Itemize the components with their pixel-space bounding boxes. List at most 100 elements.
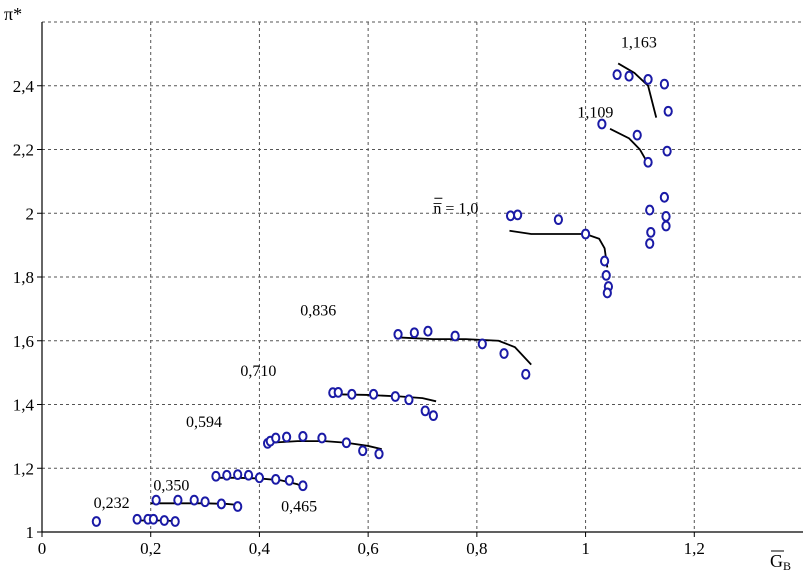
y-tick-label-0: 1 bbox=[26, 523, 35, 542]
data-point-8-6 bbox=[659, 191, 669, 203]
data-point-7-1 bbox=[513, 209, 523, 221]
data-point-6-3 bbox=[450, 330, 460, 342]
data-point-4-4 bbox=[298, 430, 308, 442]
data-point-5-5 bbox=[404, 394, 414, 406]
data-point-2-5 bbox=[233, 501, 243, 512]
data-point-2-0 bbox=[151, 494, 161, 506]
data-point-1-3 bbox=[159, 515, 169, 526]
x-tick-label-0: 0 bbox=[38, 539, 47, 558]
curve-label-6: n̅ = 1,0 bbox=[432, 200, 478, 217]
series-line-8 bbox=[609, 127, 647, 160]
data-point-5-7 bbox=[428, 410, 438, 422]
x-tick-label-4: 0,8 bbox=[466, 539, 487, 558]
data-point-4-2 bbox=[271, 432, 281, 444]
y-axis-title: π* bbox=[4, 4, 22, 24]
data-point-6-0 bbox=[393, 328, 403, 340]
x-axis-title: GB bbox=[770, 550, 791, 573]
series-line-1 bbox=[134, 519, 173, 523]
data-point-8-9 bbox=[662, 145, 672, 157]
curve-label-5: 0,836 bbox=[300, 302, 336, 319]
data-point-6-2 bbox=[423, 325, 433, 337]
y-tick-label-3: 1,6 bbox=[13, 332, 34, 351]
curve-label-4: 0,710 bbox=[240, 363, 276, 380]
data-point-4-7 bbox=[358, 445, 368, 457]
data-point-4-3 bbox=[282, 431, 292, 443]
data-point-7-2 bbox=[553, 214, 563, 226]
data-point-5-4 bbox=[390, 391, 400, 402]
x-tick-label-6: 1,2 bbox=[684, 539, 705, 558]
x-axis-title-letter: G bbox=[770, 551, 783, 571]
data-points bbox=[91, 69, 673, 527]
data-point-4-5 bbox=[317, 432, 327, 444]
curve-labels: 0,232 0,350 0,465 0,594 0,710 0,836 n̅ = 1,0 1,… bbox=[94, 35, 657, 516]
data-point-7-4 bbox=[599, 255, 610, 267]
x-tick-label-2: 0,4 bbox=[249, 539, 271, 558]
data-point-8-5 bbox=[645, 238, 655, 249]
data-point-5-6 bbox=[420, 405, 430, 417]
series-lines bbox=[134, 62, 658, 523]
series-line-9 bbox=[617, 62, 658, 118]
y-tick-label-2: 1,4 bbox=[13, 396, 35, 415]
data-point-6-6 bbox=[521, 368, 531, 380]
series-line-6 bbox=[400, 336, 532, 366]
x-tick-label-5: 1 bbox=[581, 539, 590, 558]
data-point-1-2 bbox=[148, 513, 159, 525]
y-tick-label-7: 2,4 bbox=[13, 77, 35, 96]
data-point-3-3 bbox=[243, 469, 254, 481]
x-tick-label-1: 0,2 bbox=[140, 539, 161, 558]
data-point-8-4 bbox=[646, 226, 656, 238]
data-point-8-1 bbox=[632, 129, 642, 141]
data-point-7-0 bbox=[505, 210, 516, 222]
gridlines bbox=[42, 21, 803, 532]
data-point-1-0 bbox=[132, 513, 142, 525]
data-point-3-7 bbox=[298, 480, 308, 492]
data-point-3-6 bbox=[284, 474, 294, 486]
data-point-9-2 bbox=[643, 73, 653, 85]
data-point-4-8 bbox=[374, 448, 384, 460]
data-point-9-4 bbox=[663, 105, 673, 117]
data-point-6-1 bbox=[409, 327, 419, 339]
data-point-7-3 bbox=[580, 228, 591, 240]
y-tick-label-6: 2,2 bbox=[13, 141, 34, 160]
data-point-8-3 bbox=[645, 204, 655, 216]
data-point-8-8 bbox=[661, 220, 671, 232]
curve-label-3: 0,594 bbox=[186, 414, 222, 431]
curve-label-7: 1,109 bbox=[577, 105, 613, 122]
y-tick-label-1: 1,2 bbox=[13, 459, 34, 478]
data-point-3-0 bbox=[211, 470, 221, 482]
x-axis-title-text: GB bbox=[770, 551, 791, 573]
data-point-8-7 bbox=[661, 211, 671, 222]
data-point-5-3 bbox=[368, 388, 379, 400]
y-tick-label-5: 2 bbox=[26, 204, 35, 223]
curve-label-1: 0,350 bbox=[153, 478, 189, 495]
curve-label-2: 0,465 bbox=[281, 498, 317, 515]
tick-labels: 0 0,2 0,4 0,6 0,8 1 1,2 1 1,2 1,4 1,6 1,8 2 2,2 2,4 bbox=[13, 77, 705, 558]
data-point-0-0 bbox=[91, 516, 101, 527]
axes bbox=[37, 22, 803, 537]
data-point-3-2 bbox=[233, 469, 243, 481]
data-point-8-0 bbox=[597, 118, 607, 130]
data-point-2-3 bbox=[200, 496, 210, 508]
data-point-6-4 bbox=[477, 338, 487, 350]
curve-label-8: 1,163 bbox=[621, 35, 657, 52]
data-point-5-1 bbox=[333, 386, 343, 398]
data-point-8-2 bbox=[643, 156, 653, 168]
curve-label-0: 0,232 bbox=[94, 495, 130, 512]
series-line-7 bbox=[509, 229, 609, 268]
x-tick-label-3: 0,6 bbox=[358, 539, 379, 558]
data-point-2-1 bbox=[173, 494, 183, 506]
data-point-2-2 bbox=[189, 494, 199, 506]
data-point-7-5 bbox=[601, 270, 611, 281]
data-point-2-4 bbox=[216, 498, 226, 510]
data-point-6-5 bbox=[499, 348, 509, 359]
x-axis-title-subscript: B bbox=[783, 559, 791, 573]
series-line-5 bbox=[335, 393, 437, 403]
data-point-4-6 bbox=[341, 437, 351, 449]
data-point-3-4 bbox=[254, 472, 265, 484]
y-tick-label-4: 1,8 bbox=[13, 268, 34, 287]
data-point-9-3 bbox=[659, 78, 669, 90]
data-point-5-2 bbox=[347, 388, 357, 400]
data-point-7-7 bbox=[602, 287, 612, 299]
data-point-1-4 bbox=[170, 516, 180, 527]
